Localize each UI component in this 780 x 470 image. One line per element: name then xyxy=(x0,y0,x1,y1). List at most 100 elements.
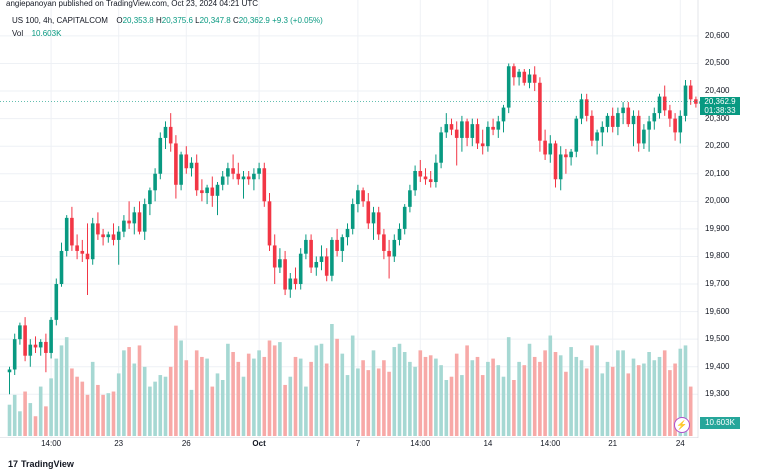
candle[interactable] xyxy=(392,234,397,262)
candle[interactable] xyxy=(683,80,688,122)
candle[interactable] xyxy=(111,223,116,246)
candle[interactable] xyxy=(163,121,168,149)
candle[interactable] xyxy=(553,140,558,188)
candle[interactable] xyxy=(324,248,329,282)
candle[interactable] xyxy=(616,107,620,136)
candle[interactable] xyxy=(543,129,547,160)
vol-label[interactable]: Vol xyxy=(12,29,24,38)
lightning-icon[interactable]: ⚡ xyxy=(674,417,690,433)
candle[interactable] xyxy=(340,234,345,262)
candle[interactable] xyxy=(584,93,589,122)
candle[interactable] xyxy=(688,80,693,105)
candle[interactable] xyxy=(75,234,79,260)
candle[interactable] xyxy=(678,110,683,144)
candle[interactable] xyxy=(283,250,287,296)
candle[interactable] xyxy=(631,110,636,147)
candle[interactable] xyxy=(652,107,657,130)
candle[interactable] xyxy=(574,115,579,158)
candle[interactable] xyxy=(142,198,147,240)
candle[interactable] xyxy=(236,162,241,185)
candle[interactable] xyxy=(210,176,215,207)
candle[interactable] xyxy=(80,239,85,262)
candle[interactable] xyxy=(257,162,261,180)
candle[interactable] xyxy=(496,115,501,138)
candle[interactable] xyxy=(7,366,12,395)
candle[interactable] xyxy=(657,93,662,119)
candle[interactable] xyxy=(106,231,111,243)
candle[interactable] xyxy=(517,69,521,86)
candle[interactable] xyxy=(314,256,319,276)
candle[interactable] xyxy=(278,248,282,273)
candle[interactable] xyxy=(527,69,532,89)
candle[interactable] xyxy=(428,171,433,188)
candle[interactable] xyxy=(345,223,350,246)
candle[interactable] xyxy=(408,184,412,213)
candle[interactable] xyxy=(501,104,506,133)
candle[interactable] xyxy=(512,63,516,86)
candle[interactable] xyxy=(423,168,428,185)
candle[interactable] xyxy=(371,206,376,240)
candle[interactable] xyxy=(184,146,189,174)
candle[interactable] xyxy=(298,248,303,290)
candle[interactable] xyxy=(548,135,553,163)
candle[interactable] xyxy=(475,118,480,149)
symbol-label[interactable]: US 100, 4h, CAPITALCOM xyxy=(12,16,108,25)
candle[interactable] xyxy=(179,151,183,191)
candle[interactable] xyxy=(49,317,53,359)
candle[interactable] xyxy=(59,242,64,287)
candle[interactable] xyxy=(694,96,698,108)
candle[interactable] xyxy=(449,118,454,136)
candle[interactable] xyxy=(215,182,220,216)
candle[interactable] xyxy=(662,85,667,116)
candle[interactable] xyxy=(600,121,605,147)
candle[interactable] xyxy=(397,223,402,246)
candle[interactable] xyxy=(387,239,391,279)
candle[interactable] xyxy=(569,148,573,166)
candle[interactable] xyxy=(532,66,537,92)
candle[interactable] xyxy=(309,234,313,273)
candle[interactable] xyxy=(194,154,199,196)
candle[interactable] xyxy=(444,113,449,138)
candle[interactable] xyxy=(54,278,59,326)
candle[interactable] xyxy=(101,228,105,246)
candle[interactable] xyxy=(12,333,17,375)
candle[interactable] xyxy=(304,234,308,260)
candle[interactable] xyxy=(636,110,641,152)
candle[interactable] xyxy=(350,198,355,235)
candle[interactable] xyxy=(252,168,256,191)
candle[interactable] xyxy=(267,193,272,251)
candle[interactable] xyxy=(153,168,157,202)
candle[interactable] xyxy=(226,162,230,185)
candle[interactable] xyxy=(454,121,459,166)
candle[interactable] xyxy=(522,69,527,86)
candle[interactable] xyxy=(38,339,43,356)
candle[interactable] xyxy=(610,107,615,133)
candle[interactable] xyxy=(460,115,464,152)
candle[interactable] xyxy=(356,184,360,213)
candle[interactable] xyxy=(506,63,511,114)
candle[interactable] xyxy=(205,184,209,205)
candle[interactable] xyxy=(231,154,235,180)
candle[interactable] xyxy=(376,206,381,240)
candle[interactable] xyxy=(626,102,631,127)
candle[interactable] xyxy=(116,226,121,265)
candle[interactable] xyxy=(465,118,469,147)
candle[interactable] xyxy=(262,162,267,207)
candle[interactable] xyxy=(642,124,646,149)
candle[interactable] xyxy=(319,245,324,271)
candle[interactable] xyxy=(668,104,672,127)
candle[interactable] xyxy=(189,157,194,177)
candle[interactable] xyxy=(486,121,490,152)
candle[interactable] xyxy=(382,228,386,260)
candle[interactable] xyxy=(137,201,142,235)
candle[interactable] xyxy=(579,93,584,125)
candle[interactable] xyxy=(200,179,204,202)
candle[interactable] xyxy=(491,118,495,136)
candle[interactable] xyxy=(621,102,625,125)
candle[interactable] xyxy=(413,165,417,196)
candle[interactable] xyxy=(44,333,48,373)
candle[interactable] xyxy=(33,336,38,353)
candle[interactable] xyxy=(148,187,152,216)
candle[interactable] xyxy=(246,171,251,185)
